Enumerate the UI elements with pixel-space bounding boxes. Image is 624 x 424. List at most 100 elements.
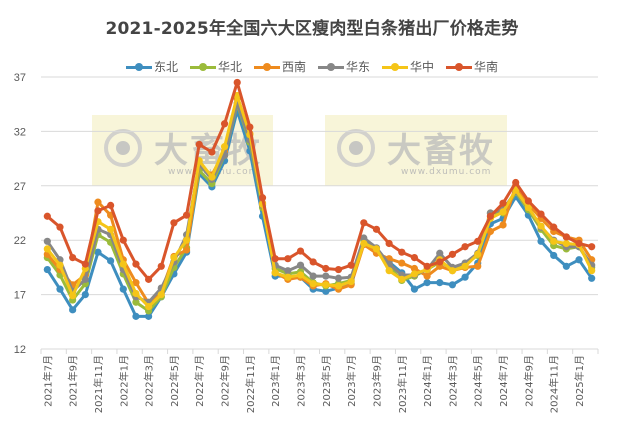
data-point[interactable] <box>448 281 457 289</box>
data-point[interactable] <box>195 140 203 149</box>
data-point[interactable] <box>461 243 469 251</box>
data-point[interactable] <box>170 219 178 227</box>
data-point[interactable] <box>94 198 102 206</box>
data-point[interactable] <box>119 236 127 244</box>
data-point[interactable] <box>69 306 77 314</box>
data-point[interactable] <box>334 265 343 274</box>
data-point[interactable] <box>436 258 444 266</box>
legend-item-huanan[interactable]: 华南 <box>446 58 498 75</box>
data-point[interactable] <box>145 302 153 311</box>
data-point[interactable] <box>119 260 127 268</box>
data-point[interactable] <box>157 262 165 270</box>
data-point[interactable] <box>461 262 469 270</box>
data-point[interactable] <box>499 221 507 229</box>
data-point[interactable] <box>309 258 317 266</box>
data-point[interactable] <box>512 178 520 187</box>
data-point[interactable] <box>56 261 64 269</box>
data-point[interactable] <box>360 219 368 227</box>
data-point[interactable] <box>208 148 216 156</box>
data-point[interactable] <box>271 255 279 263</box>
data-point[interactable] <box>107 201 115 209</box>
data-point[interactable] <box>436 249 444 257</box>
data-point[interactable] <box>436 279 444 287</box>
data-point[interactable] <box>296 261 305 269</box>
data-point[interactable] <box>132 279 140 287</box>
data-point[interactable] <box>220 120 229 128</box>
data-point[interactable] <box>423 262 431 270</box>
data-point[interactable] <box>157 291 165 299</box>
data-point[interactable] <box>284 255 292 263</box>
data-point[interactable] <box>524 197 532 205</box>
data-point[interactable] <box>562 233 570 241</box>
data-point[interactable] <box>69 292 77 300</box>
data-point[interactable] <box>448 267 457 275</box>
data-point[interactable] <box>271 269 279 277</box>
legend-item-dongbei[interactable]: 东北 <box>125 58 178 75</box>
data-point[interactable] <box>410 254 419 262</box>
data-point[interactable] <box>398 248 406 256</box>
legend-item-huadong[interactable]: 华东 <box>318 58 370 75</box>
data-point[interactable] <box>258 194 267 202</box>
data-point[interactable] <box>322 264 330 273</box>
data-point[interactable] <box>474 250 482 258</box>
data-point[interactable] <box>145 275 153 283</box>
data-point[interactable] <box>550 237 558 245</box>
data-point[interactable] <box>284 273 292 281</box>
data-point[interactable] <box>398 275 406 283</box>
data-point[interactable] <box>385 239 393 248</box>
data-point[interactable] <box>524 203 532 212</box>
legend-item-huabei[interactable]: 华北 <box>189 58 242 75</box>
data-point[interactable] <box>410 270 419 278</box>
data-point[interactable] <box>94 248 102 256</box>
data-point[interactable] <box>145 312 153 320</box>
data-point[interactable] <box>588 243 596 251</box>
data-point[interactable] <box>461 273 469 281</box>
data-point[interactable] <box>474 262 482 270</box>
data-point[interactable] <box>512 186 520 194</box>
data-point[interactable] <box>334 274 343 282</box>
data-point[interactable] <box>208 173 216 181</box>
data-point[interactable] <box>575 256 583 264</box>
data-point[interactable] <box>575 239 583 248</box>
data-point[interactable] <box>220 143 229 151</box>
data-point[interactable] <box>550 223 558 231</box>
series-华北[interactable] <box>43 100 596 315</box>
data-point[interactable] <box>423 279 431 287</box>
data-point[interactable] <box>537 210 545 218</box>
data-point[interactable] <box>170 254 178 262</box>
data-point[interactable] <box>43 265 51 274</box>
data-point[interactable] <box>588 274 596 282</box>
data-point[interactable] <box>322 272 330 280</box>
legend-item-huazhong[interactable]: 华中 <box>382 58 434 75</box>
data-point[interactable] <box>499 208 507 216</box>
data-point[interactable] <box>296 247 305 255</box>
data-point[interactable] <box>69 254 77 262</box>
data-point[interactable] <box>474 237 482 245</box>
data-point[interactable] <box>182 236 191 244</box>
data-point[interactable] <box>43 245 51 253</box>
data-point[interactable] <box>233 78 241 87</box>
data-point[interactable] <box>562 239 570 248</box>
data-point[interactable] <box>132 312 140 320</box>
data-point[interactable] <box>372 225 381 233</box>
data-point[interactable] <box>372 245 381 253</box>
data-point[interactable] <box>537 222 545 230</box>
data-point[interactable] <box>347 261 355 269</box>
data-point[interactable] <box>56 285 64 293</box>
data-point[interactable] <box>284 267 292 275</box>
data-point[interactable] <box>43 237 51 245</box>
data-point[interactable] <box>588 267 596 275</box>
series-华南[interactable] <box>43 78 596 283</box>
data-point[interactable] <box>119 285 127 293</box>
data-point[interactable] <box>360 234 368 242</box>
data-point[interactable] <box>309 272 317 280</box>
data-point[interactable] <box>246 123 254 131</box>
data-point[interactable] <box>94 207 102 215</box>
data-point[interactable] <box>537 237 545 245</box>
data-point[interactable] <box>107 257 115 265</box>
data-point[interactable] <box>562 262 570 270</box>
data-point[interactable] <box>410 285 419 293</box>
data-point[interactable] <box>309 280 317 288</box>
data-point[interactable] <box>107 225 115 233</box>
data-point[interactable] <box>81 291 89 299</box>
